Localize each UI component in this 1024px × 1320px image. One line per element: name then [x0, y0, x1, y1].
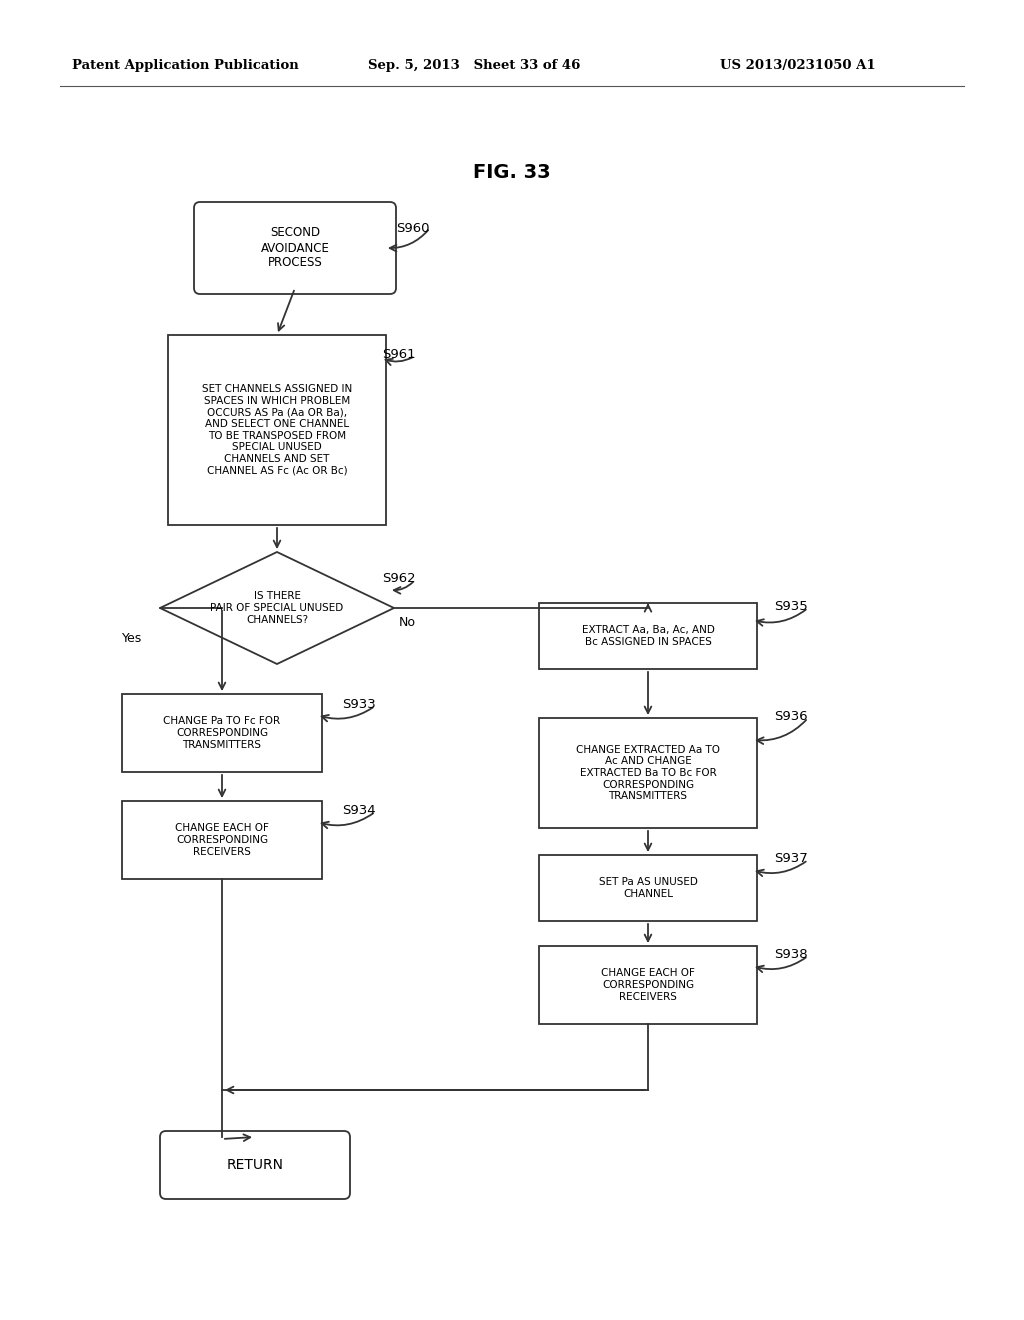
Text: CHANGE EXTRACTED Aa TO
Ac AND CHANGE
EXTRACTED Ba TO Bc FOR
CORRESPONDING
TRANSM: CHANGE EXTRACTED Aa TO Ac AND CHANGE EXT… — [575, 744, 720, 801]
Text: S962: S962 — [382, 572, 416, 585]
Text: Sep. 5, 2013   Sheet 33 of 46: Sep. 5, 2013 Sheet 33 of 46 — [368, 59, 581, 73]
Text: FIG. 33: FIG. 33 — [473, 162, 551, 181]
Text: CHANGE Pa TO Fc FOR
CORRESPONDING
TRANSMITTERS: CHANGE Pa TO Fc FOR CORRESPONDING TRANSM… — [164, 717, 281, 750]
Text: S934: S934 — [342, 804, 376, 817]
Text: S960: S960 — [396, 222, 429, 235]
Bar — [539, 855, 757, 921]
Text: RETURN: RETURN — [226, 1158, 284, 1172]
Bar — [168, 335, 386, 525]
Text: S933: S933 — [342, 697, 376, 710]
Text: US 2013/0231050 A1: US 2013/0231050 A1 — [720, 59, 876, 73]
Text: S935: S935 — [774, 599, 808, 612]
Text: S961: S961 — [382, 347, 416, 360]
Text: S938: S938 — [774, 948, 808, 961]
Text: SECOND
AVOIDANCE
PROCESS: SECOND AVOIDANCE PROCESS — [260, 227, 330, 269]
Bar — [539, 603, 757, 669]
FancyBboxPatch shape — [194, 202, 396, 294]
Text: CHANGE EACH OF
CORRESPONDING
RECEIVERS: CHANGE EACH OF CORRESPONDING RECEIVERS — [175, 824, 269, 857]
Text: SET Pa AS UNUSED
CHANNEL: SET Pa AS UNUSED CHANNEL — [599, 878, 697, 899]
Text: EXTRACT Aa, Ba, Ac, AND
Bc ASSIGNED IN SPACES: EXTRACT Aa, Ba, Ac, AND Bc ASSIGNED IN S… — [582, 626, 715, 647]
Bar — [122, 801, 322, 879]
Text: S937: S937 — [774, 851, 808, 865]
Bar — [539, 946, 757, 1024]
Text: IS THERE
PAIR OF SPECIAL UNUSED
CHANNELS?: IS THERE PAIR OF SPECIAL UNUSED CHANNELS… — [210, 591, 344, 624]
Bar — [539, 718, 757, 828]
Text: Patent Application Publication: Patent Application Publication — [72, 59, 299, 73]
Text: CHANGE EACH OF
CORRESPONDING
RECEIVERS: CHANGE EACH OF CORRESPONDING RECEIVERS — [601, 969, 695, 1002]
Text: No: No — [399, 615, 416, 628]
FancyBboxPatch shape — [160, 1131, 350, 1199]
Polygon shape — [160, 552, 394, 664]
Text: S936: S936 — [774, 710, 808, 722]
Bar — [122, 694, 322, 772]
Text: SET CHANNELS ASSIGNED IN
SPACES IN WHICH PROBLEM
OCCURS AS Pa (Aa OR Ba),
AND SE: SET CHANNELS ASSIGNED IN SPACES IN WHICH… — [202, 384, 352, 475]
Text: Yes: Yes — [122, 631, 142, 644]
